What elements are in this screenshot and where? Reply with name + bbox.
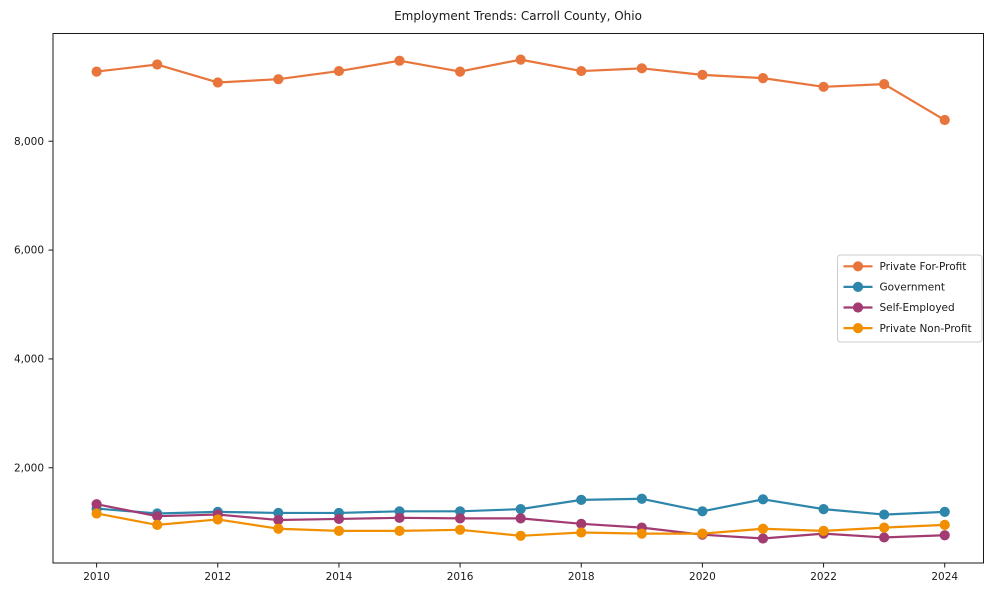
data-point-private-non-profit [636, 528, 647, 539]
data-point-private-non-profit [576, 527, 587, 538]
data-point-government [576, 494, 587, 505]
x-tick-label: 2012 [204, 571, 231, 583]
data-point-self-employed [394, 512, 405, 523]
data-point-government [273, 507, 284, 519]
data-point-private-for-profit [273, 74, 284, 85]
legend-label-private-for-profit: Private For-Profit [880, 261, 967, 273]
x-tick-label: 2022 [810, 571, 837, 583]
data-point-private-non-profit [394, 525, 405, 536]
plot-frame [52, 33, 984, 564]
chart-title: Employment Trends: Carroll County, Ohio [394, 9, 642, 23]
data-point-private-for-profit [333, 65, 345, 77]
data-point-private-non-profit [818, 525, 829, 536]
legend-label-self-employed: Self-Employed [880, 302, 955, 314]
data-point-private-for-profit [697, 69, 708, 80]
data-point-self-employed [91, 499, 102, 510]
legend-label-government: Government [880, 282, 945, 294]
legend-marker-private-for-profit [852, 261, 864, 272]
data-point-private-non-profit [212, 514, 223, 525]
y-tick-label: 6,000 [14, 245, 44, 257]
data-point-private-for-profit [454, 66, 466, 77]
data-point-private-for-profit [757, 73, 769, 84]
data-point-private-non-profit [152, 519, 163, 531]
data-point-self-employed [757, 533, 769, 544]
data-point-self-employed [273, 514, 284, 526]
data-point-self-employed [576, 518, 587, 529]
data-point-private-non-profit [879, 522, 890, 533]
legend-marker-private-non-profit [852, 323, 864, 334]
data-point-government [636, 493, 647, 504]
data-point-private-non-profit [697, 528, 708, 539]
x-tick-label: 2020 [689, 571, 716, 583]
data-point-private-for-profit [576, 65, 587, 77]
data-point-private-for-profit [515, 54, 526, 65]
data-point-government [939, 506, 950, 517]
data-point-private-for-profit [394, 55, 405, 66]
legend-label-private-non-profit: Private Non-Profit [880, 323, 972, 335]
data-point-self-employed [152, 511, 163, 522]
legend-marker-self-employed [852, 302, 864, 313]
data-point-private-non-profit [939, 519, 950, 531]
y-tick-label: 4,000 [14, 354, 44, 366]
data-point-private-for-profit [91, 66, 102, 77]
x-tick-label: 2018 [568, 571, 595, 583]
data-point-private-for-profit [152, 59, 163, 70]
data-point-private-non-profit [273, 523, 284, 534]
data-point-private-non-profit [333, 525, 345, 536]
data-point-self-employed [333, 513, 345, 525]
data-point-government [757, 494, 769, 505]
data-point-government [454, 506, 466, 517]
legend-marker-government [852, 281, 864, 292]
data-point-government [818, 504, 829, 515]
data-point-private-non-profit [454, 524, 466, 535]
data-point-private-for-profit [212, 77, 223, 88]
data-point-government [697, 506, 708, 517]
data-point-private-non-profit [757, 523, 769, 534]
data-point-self-employed [939, 530, 950, 541]
x-tick-label: 2010 [83, 571, 110, 583]
y-tick-label: 8,000 [14, 136, 44, 148]
x-tick-label: 2024 [931, 571, 958, 583]
data-point-self-employed [515, 513, 526, 524]
data-point-private-for-profit [818, 81, 829, 92]
y-tick-label: 2,000 [14, 462, 44, 474]
data-point-government [515, 504, 526, 515]
data-point-government [879, 509, 890, 520]
data-point-private-for-profit [939, 114, 950, 126]
legend-box [837, 254, 983, 343]
data-point-self-employed [879, 532, 890, 543]
data-point-self-employed [454, 513, 466, 524]
data-point-private-for-profit [636, 63, 647, 74]
data-point-private-non-profit [91, 508, 102, 519]
data-point-private-for-profit [879, 79, 890, 90]
data-point-private-non-profit [515, 530, 526, 541]
x-tick-label: 2016 [447, 571, 474, 583]
series-line-private-for-profit [96, 58, 946, 121]
x-tick-label: 2014 [326, 571, 353, 583]
